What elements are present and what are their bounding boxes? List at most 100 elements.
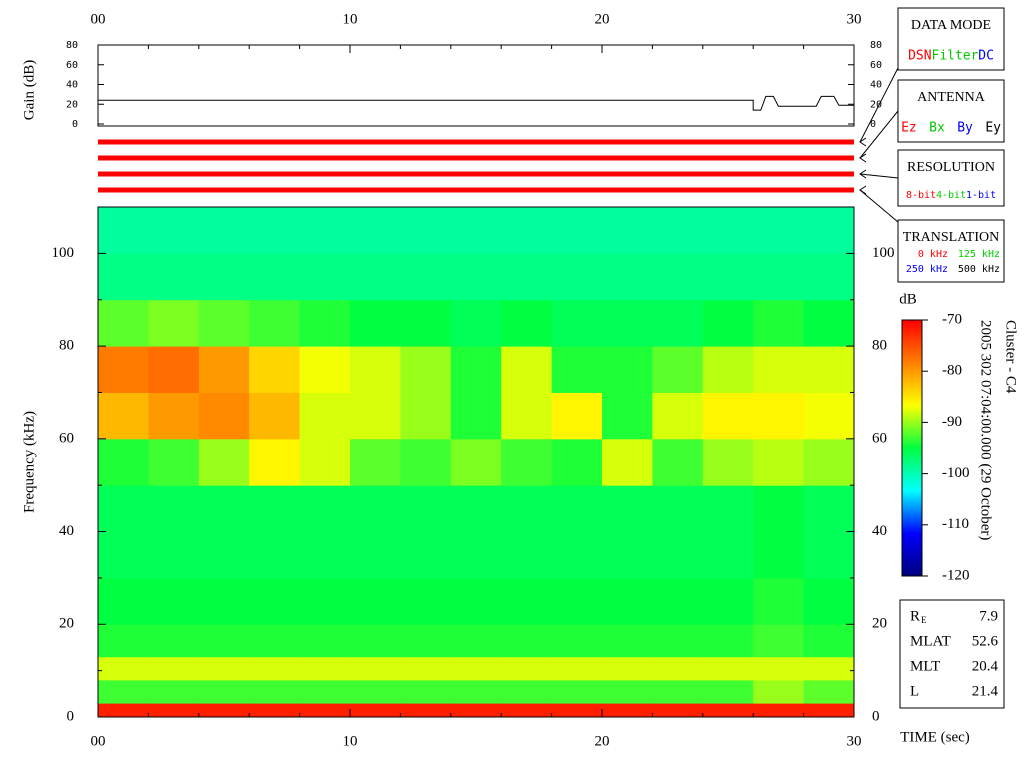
spectrum-cell (249, 656, 301, 681)
spectrum-cell (450, 253, 502, 301)
spectrum-cell (753, 346, 805, 393)
y-tick-label: 60 (870, 60, 882, 71)
x-axis-label: TIME (sec) (900, 729, 970, 745)
param-name: MLAT (910, 633, 951, 649)
spectrum-cell (602, 299, 653, 347)
spectrum-cell (803, 679, 855, 704)
spectrum-cell (702, 485, 754, 533)
y-tick-label: 100 (52, 245, 75, 261)
mode-bar (98, 139, 854, 145)
spectrum-cell (249, 703, 301, 718)
spectrum-cell (450, 299, 502, 347)
spectrum-cell (652, 253, 704, 301)
spectrum-cell (98, 207, 149, 254)
spectrum-cell (551, 531, 603, 579)
spectrum-cell (198, 703, 250, 718)
spectrum-cell (249, 346, 301, 393)
y-axis-label: Frequency (kHz) (21, 411, 37, 513)
plot-frame (97, 206, 855, 718)
spectrum-cell (803, 577, 855, 625)
spectrum-cell (501, 703, 553, 718)
spectrum-cell (803, 207, 855, 254)
y-tick-label: 20 (59, 616, 74, 632)
x-tick-label: 00 (91, 733, 106, 749)
spectrum-cell (198, 207, 250, 254)
y-tick-label: 0 (72, 119, 78, 130)
spectrum-cell (98, 703, 149, 718)
spectrum-cell (249, 624, 301, 658)
x-tick-label: 20 (595, 733, 610, 749)
spectrum-cell (98, 679, 149, 704)
spectrum-cell (198, 392, 250, 440)
y-tick-label: 80 (872, 338, 887, 354)
spectrum-cell (350, 577, 401, 625)
mode-option: DSN (908, 49, 931, 64)
spectrum-cell (98, 392, 149, 440)
spectrum-cell (400, 703, 452, 718)
param-value: 21.4 (972, 683, 999, 699)
spectrum-cell (652, 656, 704, 681)
spectrum-cell (98, 624, 149, 658)
spectrum-cell (753, 253, 805, 301)
spectrum-cell (400, 679, 452, 704)
mode-arrow (859, 189, 899, 223)
spectrum-cell (450, 656, 502, 681)
spectrum-cell (652, 485, 704, 533)
spectrum-cell (602, 577, 653, 625)
spectrum-cell (148, 438, 200, 486)
spectrum-cell (602, 703, 653, 718)
spectrum-cell (753, 531, 805, 579)
spectrum-cell (551, 392, 603, 440)
spectrum-cell (652, 577, 704, 625)
spectrum-cell (98, 656, 149, 681)
spectrum-cell (501, 531, 553, 579)
spectrum-cell (602, 485, 653, 533)
spectrum-cell (702, 531, 754, 579)
spectrum-cell (400, 624, 452, 658)
spectrum-cell (198, 346, 250, 393)
spectrum-cell (299, 577, 351, 625)
spectrum-cell (350, 207, 401, 254)
y-tick-label: 0 (870, 119, 876, 130)
arrow-head (859, 185, 867, 195)
colorbar-tick-label: -110 (942, 516, 969, 532)
spectrum-cell (803, 656, 855, 681)
spectrum-cell (450, 207, 502, 254)
spectrum-cell (602, 438, 653, 486)
spectrum-cell (702, 438, 754, 486)
spectrum-cell (753, 438, 805, 486)
spectrum-cell (249, 577, 301, 625)
mode-option: 0 kHz (918, 249, 948, 260)
spectrum-cell (551, 703, 603, 718)
spectrum-cell (400, 577, 452, 625)
spectrum-cell (551, 299, 603, 347)
spectrum-cell (602, 531, 653, 579)
spectrum-cell (400, 485, 452, 533)
spectrum-cell (400, 438, 452, 486)
spectrum-cell (198, 624, 250, 658)
spectrum-cell (299, 656, 351, 681)
y-tick-label: 80 (870, 40, 882, 51)
spectrum-cell (551, 207, 603, 254)
spectrum-cell (602, 392, 653, 440)
arrow-head (859, 137, 867, 147)
spectrum-cell (450, 624, 502, 658)
mode-bar (98, 155, 854, 161)
spectrum-cell (148, 656, 200, 681)
spectrum-cell (148, 624, 200, 658)
spectrum-cell (400, 392, 452, 440)
x-tick-label: 30 (847, 11, 862, 27)
spectrum-cell (803, 624, 855, 658)
spectrum-cell (400, 207, 452, 254)
spectrum-cell (400, 346, 452, 393)
spectrum-cell (652, 703, 704, 718)
mode-option: Ez (901, 121, 917, 136)
y-tick-label: 0 (872, 708, 880, 724)
spectrum-cell (98, 253, 149, 301)
spectrum-cell (148, 679, 200, 704)
spectrum-cell (198, 485, 250, 533)
spectrum-cell (450, 485, 502, 533)
spectrum-cell (148, 703, 200, 718)
spectrum-cell (350, 346, 401, 393)
mode-title: TRANSLATION (903, 230, 999, 245)
